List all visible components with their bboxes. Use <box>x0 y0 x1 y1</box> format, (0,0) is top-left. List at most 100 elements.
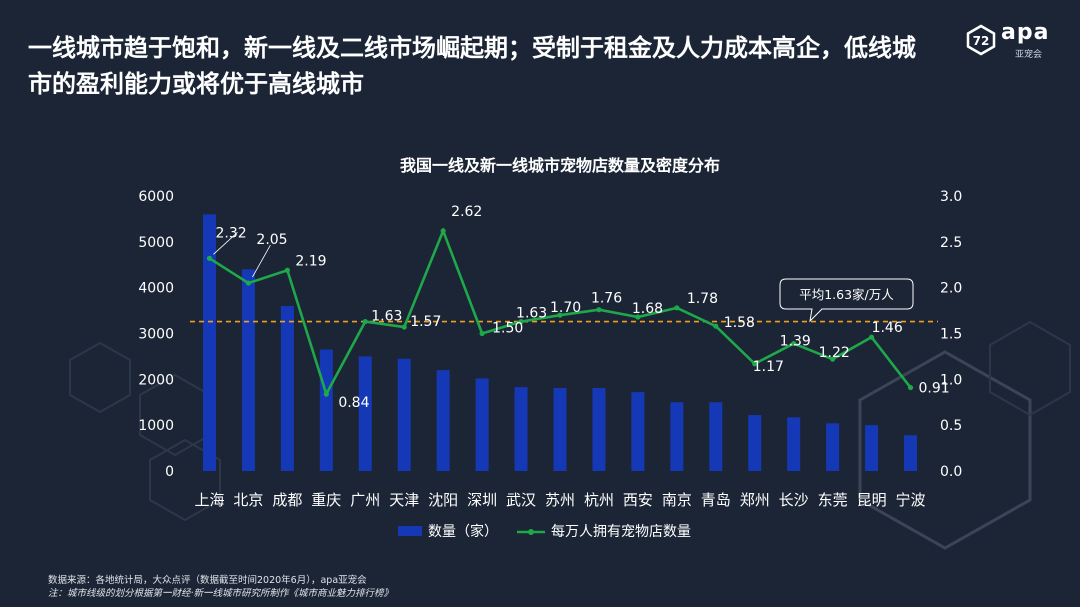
x-tick-label: 苏州 <box>545 491 575 509</box>
density-data-label: 0.84 <box>338 395 369 411</box>
bar-广州 <box>358 356 372 471</box>
density-point-北京 <box>245 280 252 286</box>
density-data-label: 2.32 <box>215 225 246 241</box>
x-tick-label: 武汉 <box>506 491 536 509</box>
bar-重庆 <box>319 349 333 471</box>
y-right-tick-label: 1.5 <box>940 327 962 343</box>
x-tick-label: 东莞 <box>818 491 848 509</box>
x-tick-label: 南京 <box>662 491 692 509</box>
density-point-东莞 <box>830 356 836 362</box>
density-point-成都 <box>284 267 290 273</box>
density-point-上海 <box>206 255 213 261</box>
bar-青岛 <box>709 402 723 471</box>
density-point-杭州 <box>596 307 602 313</box>
page-headline: 一线城市趋于饱和，新一线及二线市场崛起期；受制于租金及人力成本高企，低线城市的盈… <box>28 34 916 98</box>
bar-南京 <box>670 402 684 471</box>
density-data-label: 1.39 <box>780 334 811 350</box>
bar-杭州 <box>592 388 606 471</box>
density-point-重庆 <box>323 391 329 397</box>
density-data-label: 1.58 <box>724 315 755 331</box>
density-point-西安 <box>635 314 641 320</box>
legend-label-line: 每万人拥有宠物店数量 <box>551 524 691 540</box>
x-tick-label: 北京 <box>233 491 263 509</box>
y-left-tick-label: 2000 <box>138 372 174 388</box>
density-point-苏州 <box>557 312 563 318</box>
density-data-label: 1.68 <box>632 301 663 317</box>
y-right-tick-label: 3.0 <box>940 189 962 205</box>
average-callout-box <box>779 278 914 323</box>
legend-marker-line <box>528 529 534 535</box>
density-point-南京 <box>674 305 680 311</box>
density-point-沈阳 <box>440 228 446 234</box>
density-point-青岛 <box>713 323 719 329</box>
bar-长沙 <box>787 417 801 471</box>
y-left-tick-label: 6000 <box>138 189 174 205</box>
bar-宁波 <box>904 435 918 471</box>
x-tick-label: 宁波 <box>896 491 926 509</box>
label-leader-line <box>213 232 238 255</box>
density-data-label: 1.63 <box>371 309 402 325</box>
density-data-label: 1.63 <box>516 306 547 322</box>
density-point-天津 <box>401 324 407 330</box>
logo-text: apa <box>1001 20 1050 45</box>
apa-logo: 72 apa 亚宠会 <box>965 20 1065 60</box>
x-tick-label: 深圳 <box>467 491 497 509</box>
density-point-长沙 <box>791 340 797 347</box>
x-tick-label: 天津 <box>389 491 419 509</box>
density-point-昆明 <box>868 334 875 340</box>
bar-西安 <box>631 392 645 471</box>
y-right-tick-label: 0.5 <box>940 418 962 434</box>
density-data-label: 2.62 <box>451 204 482 220</box>
hexagon-decoration <box>858 350 1032 550</box>
logo-hexagon-icon: 72 <box>966 24 996 56</box>
x-tick-label: 成都 <box>272 491 302 509</box>
bar-成都 <box>280 306 294 471</box>
chart-title: 我国一线及新一线城市宠物店数量及密度分布 <box>400 156 720 175</box>
density-point-武汉 <box>518 318 524 325</box>
x-tick-label: 昆明 <box>857 491 887 509</box>
label-leader-line <box>252 244 271 278</box>
density-data-label: 1.46 <box>872 320 903 336</box>
bar-武汉 <box>514 387 528 471</box>
x-tick-label: 沈阳 <box>428 491 458 509</box>
density-data-label: 1.76 <box>591 291 622 307</box>
x-tick-label: 上海 <box>194 491 224 509</box>
hexagon-decoration <box>69 341 131 414</box>
y-right-tick-label: 1.0 <box>940 372 962 388</box>
density-data-label: 2.19 <box>295 253 326 269</box>
x-tick-label: 长沙 <box>779 491 809 509</box>
density-data-label: 1.50 <box>492 321 523 337</box>
y-left-tick-label: 5000 <box>138 235 174 251</box>
data-source-footnote: 数据来源：各地统计局，大众点评（数据截至时间2020年6月），apa亚宠会 <box>48 575 367 586</box>
density-data-label: 1.57 <box>410 314 441 330</box>
density-data-label: 1.70 <box>550 300 581 316</box>
x-tick-label: 广州 <box>350 491 380 509</box>
bar-苏州 <box>553 388 567 471</box>
bar-北京 <box>241 269 255 471</box>
svg-text:72: 72 <box>973 34 990 48</box>
y-right-tick-label: 2.0 <box>940 281 962 297</box>
density-data-label: 1.22 <box>819 345 850 361</box>
y-left-tick-label: 0 <box>165 464 174 480</box>
x-tick-label: 青岛 <box>701 491 731 509</box>
bar-东莞 <box>826 423 840 471</box>
bar-昆明 <box>865 425 879 471</box>
density-point-郑州 <box>752 361 758 367</box>
bar-深圳 <box>475 378 489 471</box>
classification-note-footnote: 注：城市线级的划分根据第一财经·新一线城市研究所制作《城市商业魅力排行榜》 <box>48 588 394 599</box>
x-tick-label: 郑州 <box>740 491 770 509</box>
density-point-宁波 <box>907 384 914 391</box>
bar-沈阳 <box>436 370 450 471</box>
x-tick-label: 重庆 <box>311 491 341 509</box>
density-data-label: 1.17 <box>753 359 784 375</box>
y-left-tick-label: 1000 <box>138 418 174 434</box>
x-tick-label: 杭州 <box>584 491 614 509</box>
y-right-tick-label: 0.0 <box>940 464 962 480</box>
bar-天津 <box>397 358 411 471</box>
bar-郑州 <box>748 415 762 471</box>
y-left-tick-label: 4000 <box>138 281 174 297</box>
y-left-tick-label: 3000 <box>138 327 174 343</box>
density-point-深圳 <box>479 330 485 337</box>
